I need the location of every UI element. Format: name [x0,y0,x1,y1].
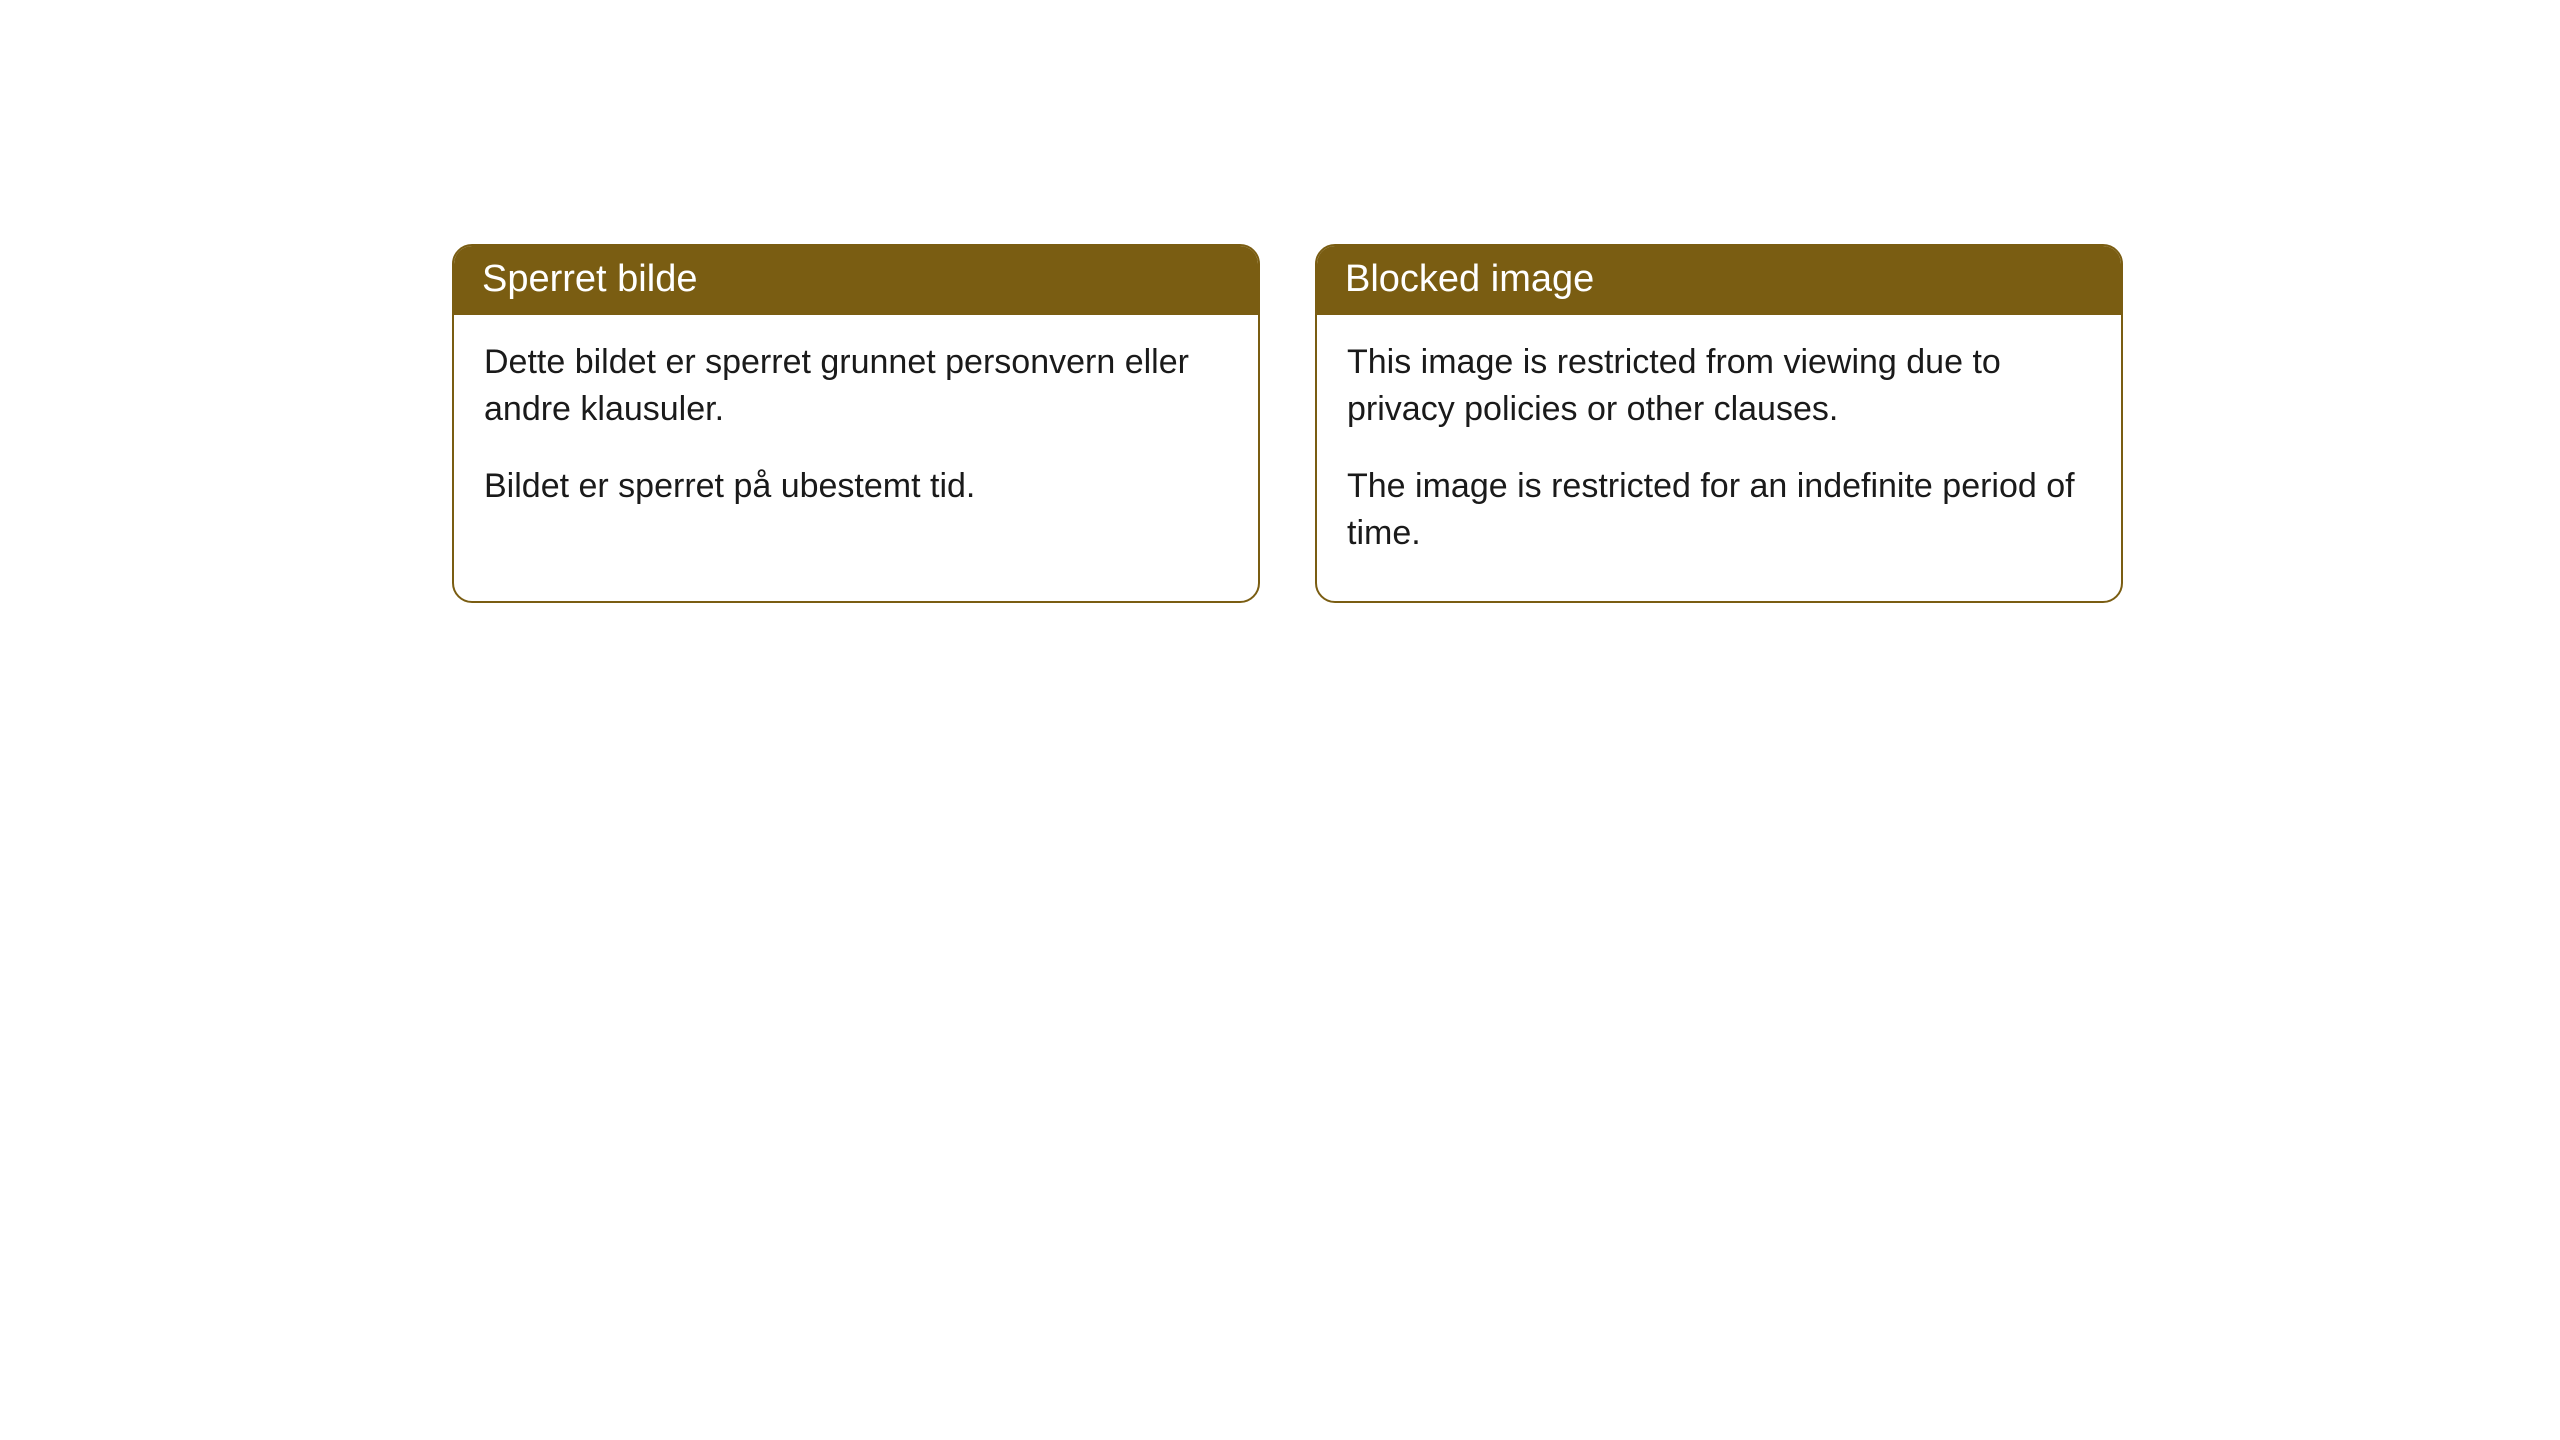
card-body: This image is restricted from viewing du… [1317,315,2121,601]
card-title: Sperret bilde [482,258,697,300]
blocked-image-card-norwegian: Sperret bilde Dette bildet er sperret gr… [452,244,1260,603]
card-paragraph: This image is restricted from viewing du… [1347,339,2091,433]
card-header: Blocked image [1317,246,2121,315]
blocked-image-card-english: Blocked image This image is restricted f… [1315,244,2123,603]
card-title: Blocked image [1345,258,1594,300]
card-body: Dette bildet er sperret grunnet personve… [454,315,1258,554]
card-header: Sperret bilde [454,246,1258,315]
notice-cards-container: Sperret bilde Dette bildet er sperret gr… [452,244,2123,603]
card-paragraph: Dette bildet er sperret grunnet personve… [484,339,1228,433]
card-paragraph: Bildet er sperret på ubestemt tid. [484,463,1228,510]
card-paragraph: The image is restricted for an indefinit… [1347,463,2091,557]
